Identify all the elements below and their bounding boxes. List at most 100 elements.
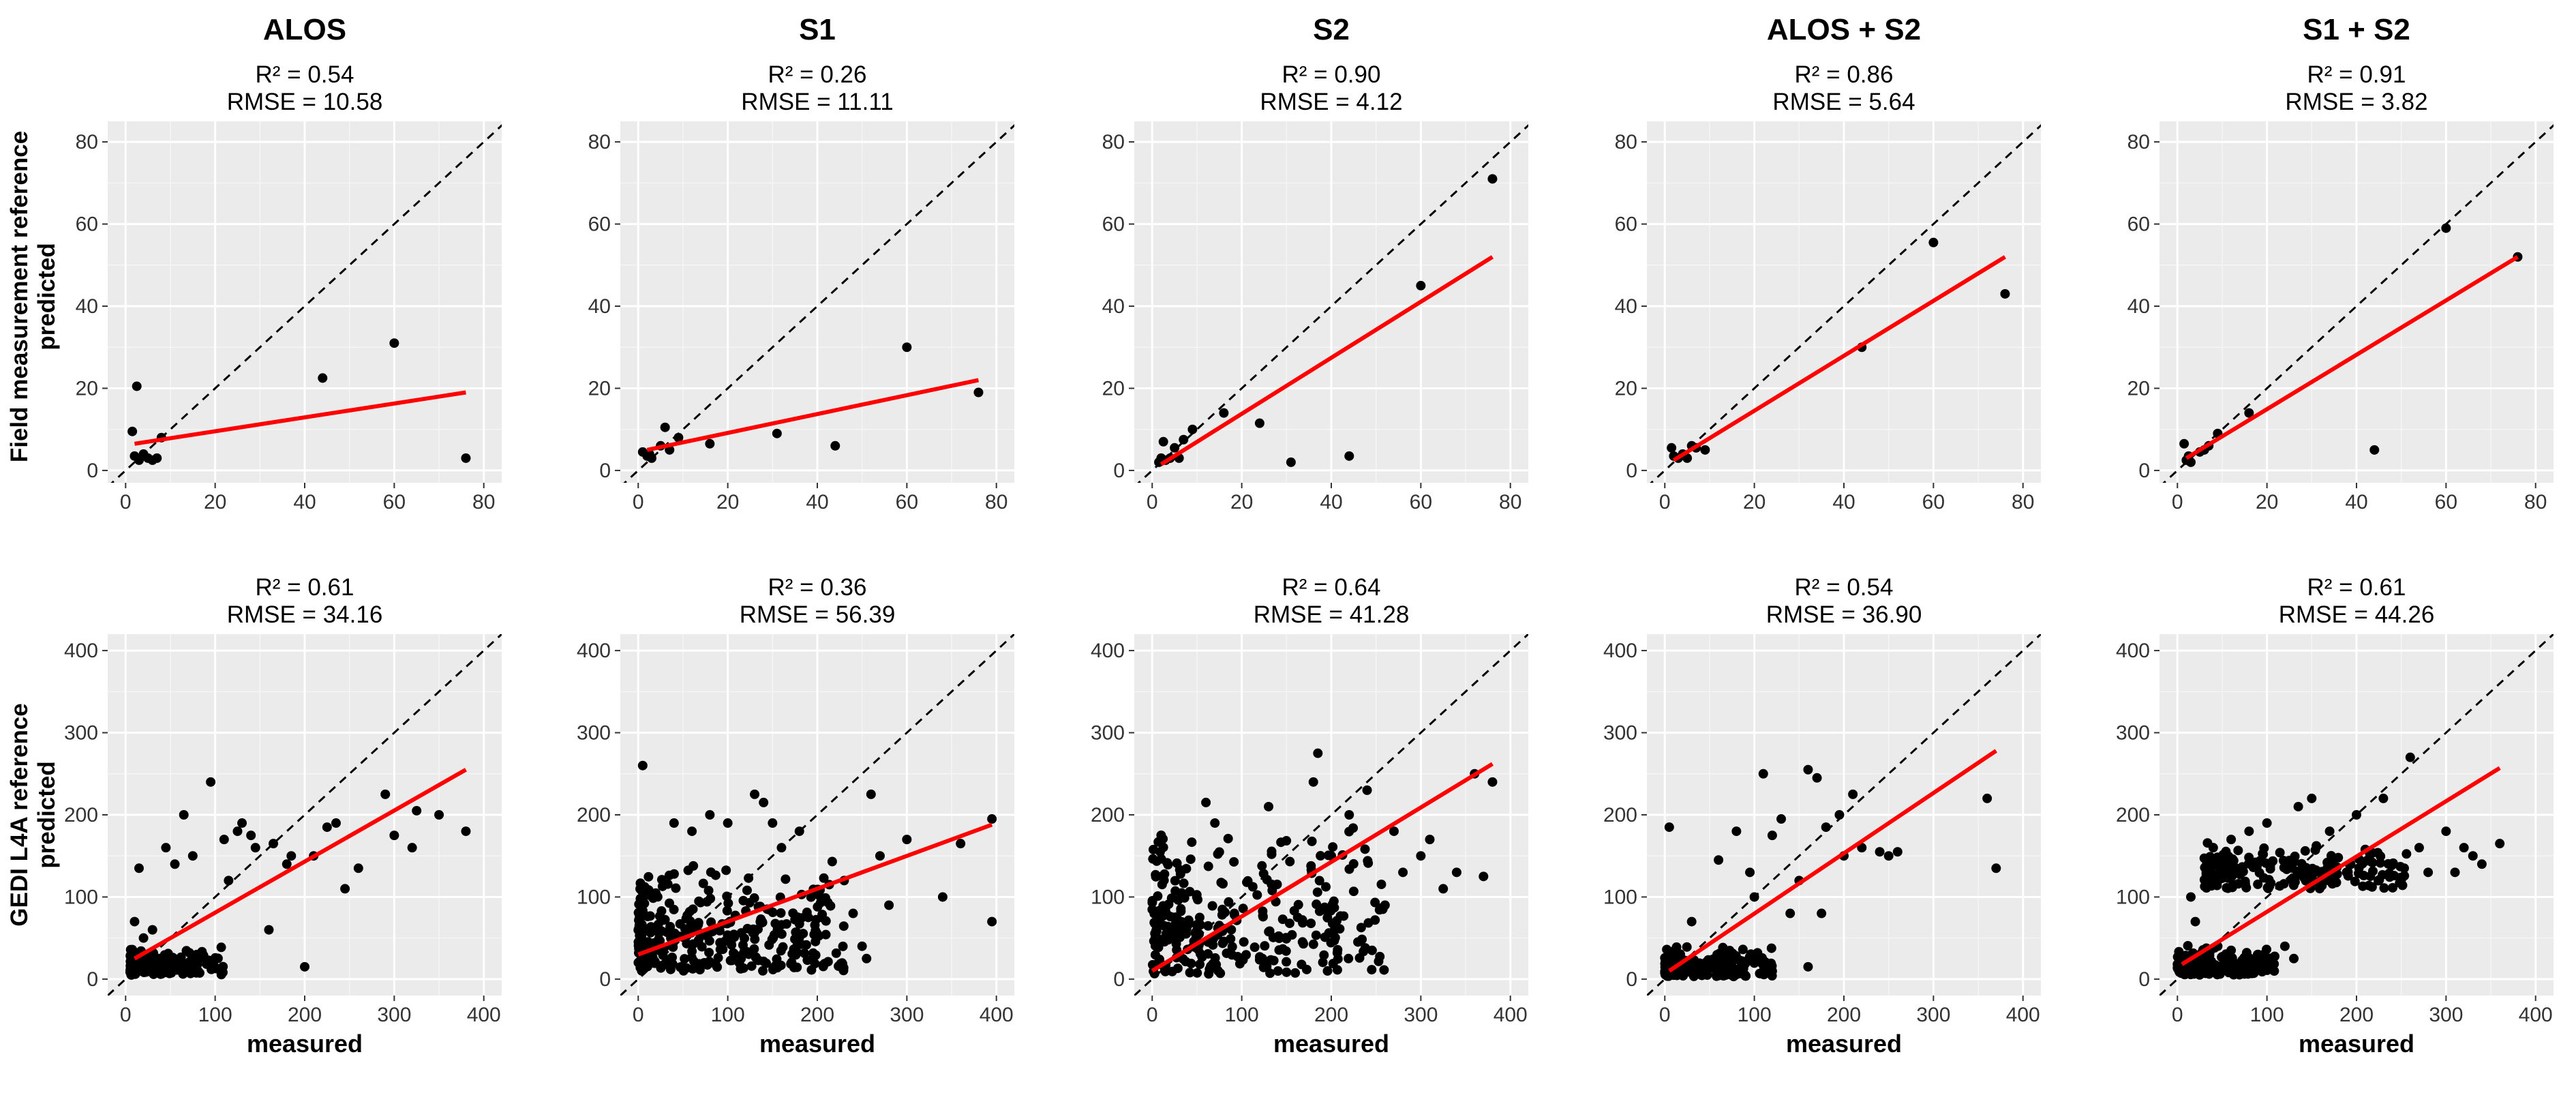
data-point xyxy=(1273,931,1284,941)
data-point xyxy=(1374,956,1384,966)
data-point xyxy=(1162,858,1172,868)
data-point xyxy=(673,432,684,443)
data-point xyxy=(875,851,885,861)
data-point xyxy=(2405,752,2415,762)
data-point xyxy=(665,964,676,974)
data-point xyxy=(2203,854,2213,865)
y-tick-label: 0 xyxy=(1626,968,1637,991)
x-axis-label: measured xyxy=(1786,1030,1902,1058)
data-point xyxy=(713,953,723,963)
data-point xyxy=(1229,856,1239,867)
data-point xyxy=(331,818,341,828)
data-point xyxy=(767,934,777,944)
data-point xyxy=(1362,785,1372,795)
y-tick-label: 40 xyxy=(588,295,611,318)
data-point xyxy=(250,843,260,853)
column-title: ALOS xyxy=(263,13,346,46)
data-point xyxy=(1216,878,1226,888)
data-point xyxy=(1353,937,1363,947)
x-tick-label: 0 xyxy=(2172,1004,2183,1026)
panel-content xyxy=(1134,121,1528,483)
row2-ylabel-line1: GEDI L4A reference xyxy=(6,703,33,926)
data-point xyxy=(1416,280,1426,290)
data-point xyxy=(714,925,725,936)
data-point xyxy=(1479,871,1489,882)
data-point xyxy=(721,865,731,876)
data-point xyxy=(1370,897,1380,908)
data-point xyxy=(1487,777,1498,787)
data-point xyxy=(1193,895,1203,905)
data-point xyxy=(1282,957,1292,967)
identity-line xyxy=(1650,123,2041,483)
data-point xyxy=(639,898,650,908)
data-point xyxy=(2000,288,2010,299)
data-point xyxy=(635,956,645,966)
data-point xyxy=(1344,826,1354,837)
data-point xyxy=(1892,847,1903,857)
y-tick-label: 100 xyxy=(2116,886,2150,908)
data-point xyxy=(151,954,162,964)
data-point xyxy=(1264,926,1275,936)
x-tick-label: 200 xyxy=(800,1004,834,1026)
y-tick-label: 100 xyxy=(1091,886,1125,908)
x-tick-label: 100 xyxy=(198,1004,232,1026)
data-point xyxy=(2327,853,2337,863)
data-point xyxy=(1227,942,1237,952)
stat-rmse: RMSE = 44.26 xyxy=(2279,601,2435,628)
fit-line xyxy=(637,822,993,957)
data-point xyxy=(1785,908,1795,918)
data-point xyxy=(2376,858,2386,868)
data-point xyxy=(1167,966,1177,976)
data-point xyxy=(688,939,698,949)
data-point xyxy=(126,957,136,967)
data-point xyxy=(1290,968,1301,978)
data-point xyxy=(2300,846,2310,856)
data-point xyxy=(2217,873,2227,884)
data-point xyxy=(1356,923,1366,933)
stat-rmse: RMSE = 36.90 xyxy=(1766,601,1922,628)
y-tick-label: 0 xyxy=(1113,460,1125,482)
data-point xyxy=(2495,839,2505,849)
data-point xyxy=(2239,953,2249,963)
data-point xyxy=(1708,954,1718,964)
data-point xyxy=(216,942,226,953)
y-tick-label: 200 xyxy=(1603,804,1637,826)
data-point xyxy=(757,917,768,927)
data-point xyxy=(1262,875,1272,885)
data-point xyxy=(671,883,681,893)
data-point xyxy=(1204,969,1214,979)
data-point xyxy=(1285,856,1295,867)
data-point xyxy=(1217,938,1228,948)
data-point xyxy=(862,953,872,963)
x-tick-label: 200 xyxy=(288,1004,322,1026)
stat-r2: R² = 0.61 xyxy=(2307,574,2406,601)
data-point xyxy=(819,959,830,969)
data-point xyxy=(1210,818,1220,828)
data-point xyxy=(772,428,782,438)
data-point xyxy=(1367,965,1377,975)
data-point xyxy=(2207,861,2217,871)
panel-content xyxy=(1647,121,2041,483)
data-point xyxy=(1664,947,1674,957)
x-axis-label: measured xyxy=(1273,1030,1389,1058)
data-point xyxy=(1201,797,1211,807)
data-point xyxy=(1714,855,1724,865)
data-point xyxy=(1203,861,1213,871)
data-point xyxy=(389,831,399,841)
data-point xyxy=(1249,942,1260,953)
y-tick-label: 20 xyxy=(2127,377,2150,400)
data-point xyxy=(676,962,686,972)
panel-r2-c4: 0 100 200 300 400 0 100 200 300 400 R² = 0.54RMSE … xyxy=(1603,574,2041,1058)
data-point xyxy=(1875,847,1885,857)
data-point xyxy=(1195,959,1205,970)
y-tick-label: 80 xyxy=(2127,131,2150,153)
data-point xyxy=(2204,951,2215,961)
data-point xyxy=(2243,969,2253,979)
data-point xyxy=(781,919,791,929)
panel-content xyxy=(2160,121,2554,483)
data-point xyxy=(2262,818,2272,828)
data-point xyxy=(1234,959,1245,969)
x-tick-label: 0 xyxy=(1147,1004,1158,1026)
data-point xyxy=(819,873,829,883)
